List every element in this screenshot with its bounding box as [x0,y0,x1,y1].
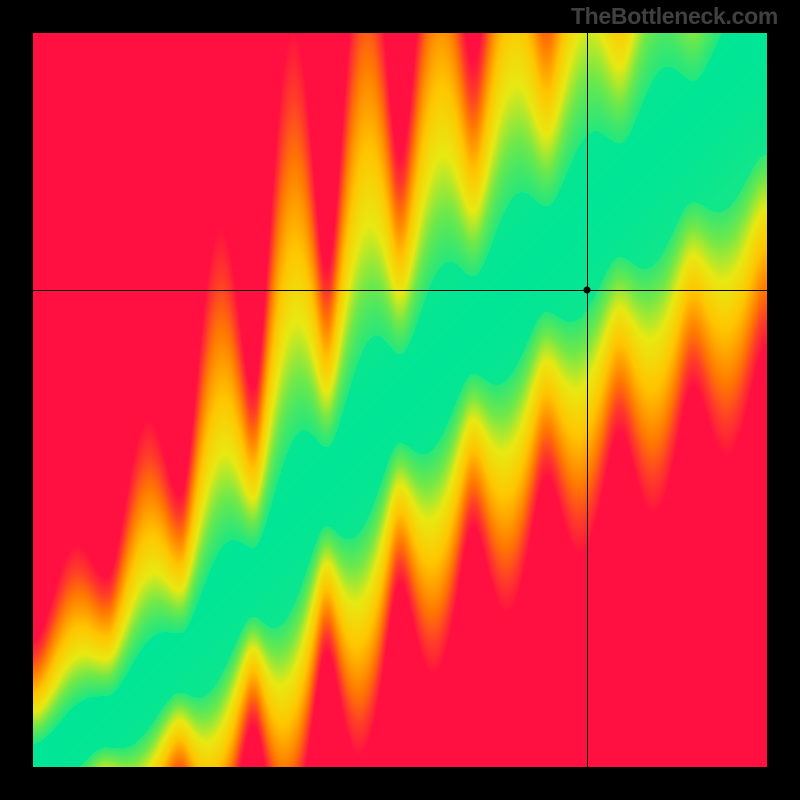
crosshair-horizontal [33,290,767,291]
selection-marker [584,286,591,293]
watermark-text: TheBottleneck.com [571,3,778,30]
crosshair-vertical [587,33,588,767]
heatmap-plot [33,33,767,767]
heatmap-canvas [33,33,767,767]
